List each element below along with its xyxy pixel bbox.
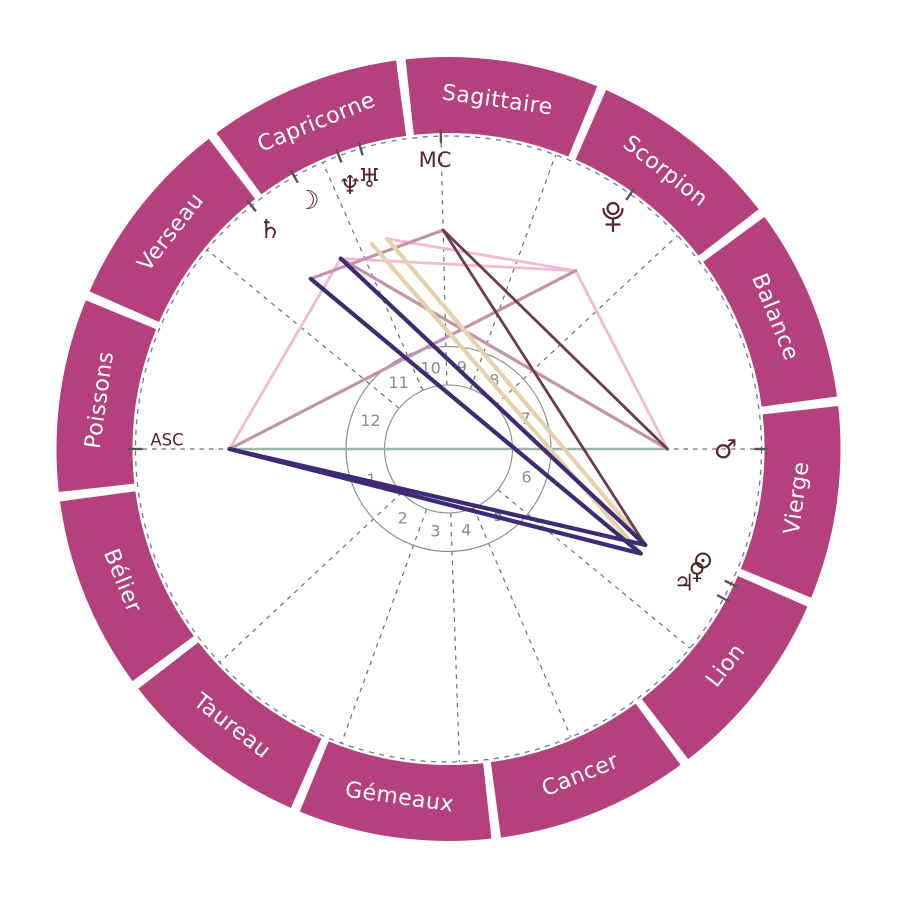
tick-pluto [625, 187, 636, 201]
house-numbers: 1 2 3 4 5 6 7 8 9 10 11 12 [360, 358, 531, 541]
aspect-uranus-stellium [385, 236, 648, 548]
house-number-9: 9 [457, 358, 467, 377]
aspect-mc-stellium [441, 228, 647, 547]
house-cusp-4 [450, 512, 460, 762]
house-cusp-lines [135, 136, 762, 762]
aspect-saturn-stellium [308, 276, 643, 556]
planet-degree-ticks [128, 129, 769, 603]
house-number-11: 11 [388, 373, 408, 392]
house-number-12: 12 [360, 411, 380, 430]
pluto-glyph [602, 201, 624, 233]
planet-glyphs: ♄ ☽ ♆ ♅ ♂ ♃ ♀ [258, 164, 737, 597]
aspect-asc-pluto [227, 269, 578, 451]
saturn-glyph: ♄ [258, 215, 281, 245]
tick-saturn [246, 199, 257, 212]
ring-segment-scorpion [574, 90, 759, 257]
house-cusp-12 [206, 249, 400, 409]
ring-segment-verseau [89, 138, 256, 323]
ring-segment-sagittaire [405, 57, 598, 157]
venus-glyph: ♀ [689, 559, 706, 585]
house-number-4: 4 [461, 521, 471, 540]
aspect-moon-mars [339, 256, 670, 451]
neptune-glyph: ♆ [338, 171, 361, 201]
ring-segment-taureau [138, 641, 323, 808]
house-cusp-6 [497, 489, 691, 649]
aspect-mc-saturn [309, 228, 445, 281]
ring-segment-gemeaux [299, 741, 492, 841]
ring-segment-belier [60, 490, 195, 682]
mars-glyph: ♂ [714, 435, 737, 465]
jupiter-glyph: ♃ [674, 571, 695, 597]
aspect-pluto-mars [574, 269, 669, 451]
aspect-neptune-stellium [369, 241, 643, 556]
house-number-6: 6 [522, 468, 532, 487]
ring-segment-vierge [740, 406, 841, 598]
house-cusp-9 [469, 154, 557, 390]
ring-segment-balance [702, 216, 837, 408]
uranus-glyph: ♅ [358, 164, 381, 194]
house-number-2: 2 [398, 509, 408, 528]
zodiac-ring [56, 57, 841, 841]
aspect-mc-mars [441, 228, 669, 451]
ring-segment-capricorne [216, 60, 407, 195]
ring-segment-poissons [56, 300, 157, 492]
aspect-moon-pluto [339, 257, 578, 273]
house-cusp-5 [472, 507, 572, 738]
tick-uranus [357, 141, 364, 156]
sun-glyph [695, 552, 711, 569]
aspect-uranus-pluto [385, 237, 578, 273]
tick-stellium-a [716, 593, 730, 603]
aspect-lines [227, 228, 670, 556]
aspect-moon-stellium [338, 256, 648, 548]
tick-neptune [335, 148, 343, 163]
house-cusp-8 [494, 235, 678, 406]
house-cusp-10-mc [440, 136, 448, 386]
moon-glyph: ☽ [296, 186, 319, 216]
tick-stellium-b [724, 579, 738, 588]
asc-label: ASC [150, 431, 183, 450]
house-cusp-3 [340, 508, 428, 744]
stellium-cluster: ♃ ♀ [674, 552, 711, 597]
house-number-3: 3 [430, 522, 440, 541]
house-number-1: 1 [366, 470, 376, 489]
ring-segment-lion [641, 575, 808, 760]
tick-moon [289, 169, 299, 184]
aspect-asc-stellium-b [227, 446, 648, 548]
house-number-8: 8 [489, 370, 499, 389]
ring-segment-cancer [490, 703, 681, 838]
mc-label: MC [419, 148, 452, 172]
house-cusp-2 [219, 492, 403, 663]
